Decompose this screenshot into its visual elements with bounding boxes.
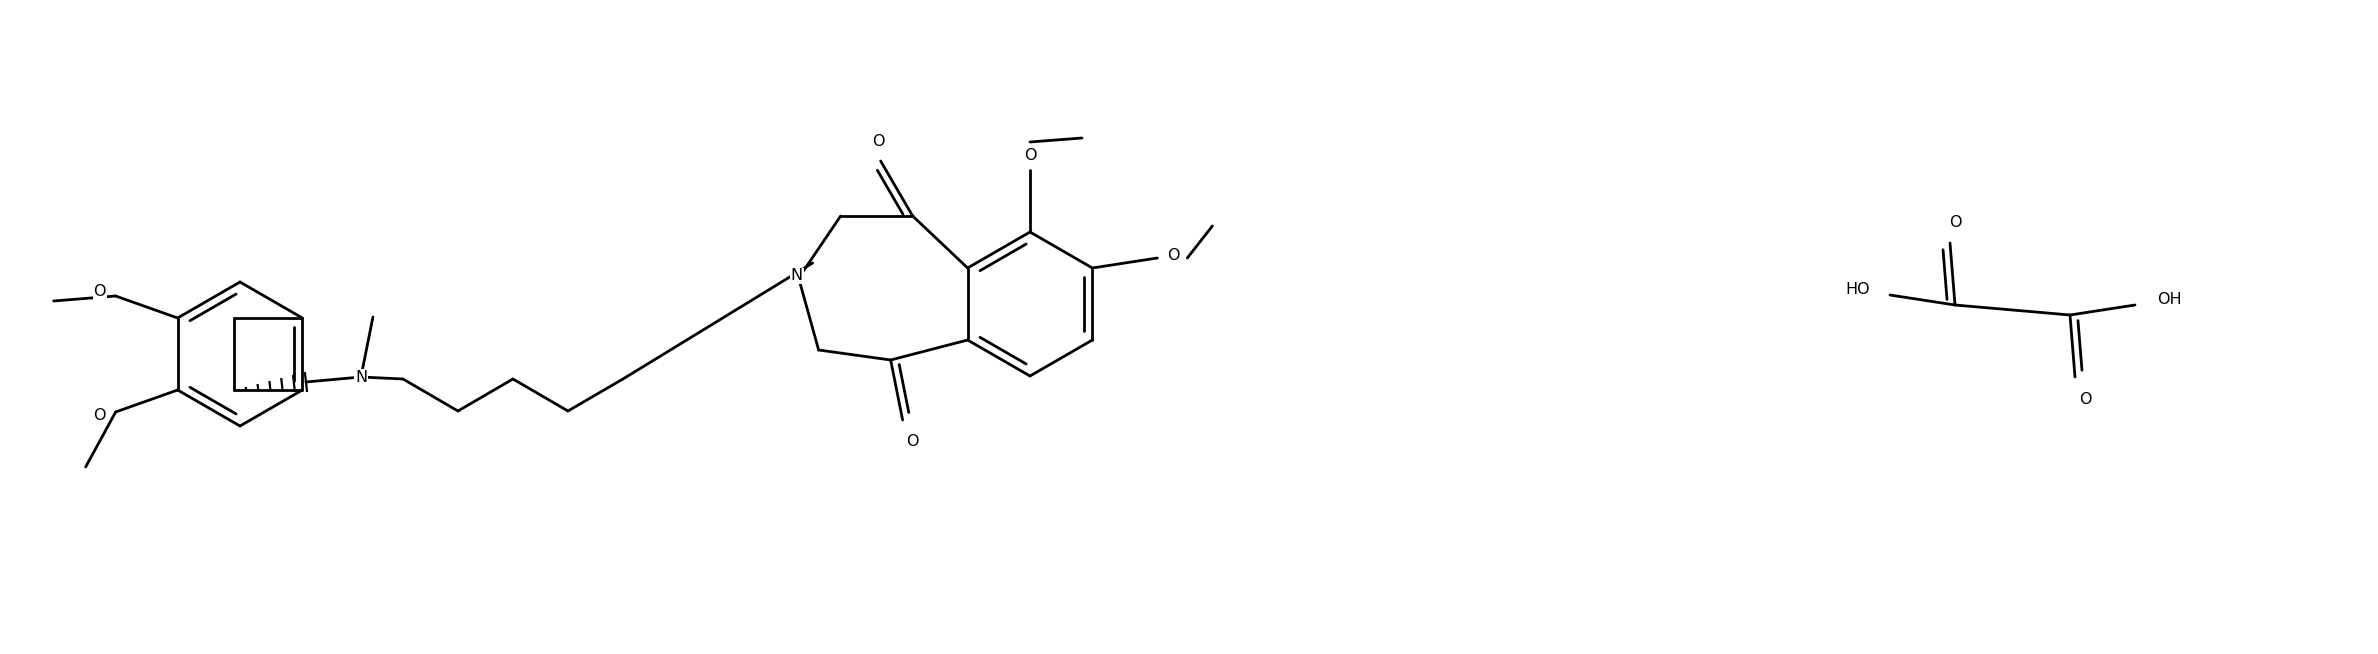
Text: O: O <box>93 409 107 424</box>
Text: O: O <box>1025 148 1037 162</box>
Text: N: N <box>789 269 804 283</box>
Text: O: O <box>1948 216 1962 230</box>
Text: O: O <box>2078 392 2090 407</box>
Text: O: O <box>93 284 107 300</box>
Text: HO: HO <box>1845 283 1869 298</box>
Text: O: O <box>1168 249 1179 264</box>
Text: OH: OH <box>2157 292 2181 307</box>
Text: O: O <box>873 133 885 148</box>
Text: N: N <box>354 370 366 385</box>
Text: O: O <box>906 434 918 449</box>
